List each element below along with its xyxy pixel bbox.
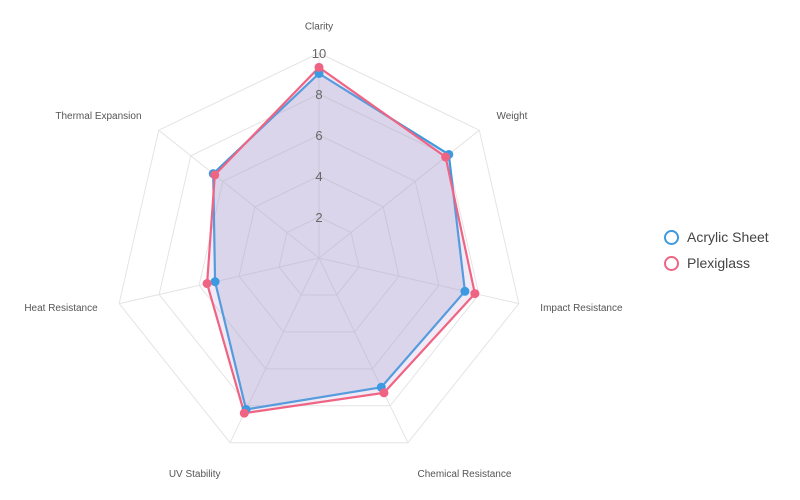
- legend-label: Plexiglass: [687, 255, 751, 271]
- data-point[interactable]: [460, 286, 470, 296]
- data-point[interactable]: [239, 408, 249, 418]
- axis-spoke: [318, 257, 409, 443]
- axis-label: Chemical Resistance: [417, 469, 511, 480]
- legend-item-acrylic-sheet[interactable]: Acrylic Sheet: [664, 224, 769, 250]
- grid-ring: [278, 216, 360, 296]
- axis-label: Thermal Expansion: [55, 111, 141, 122]
- radar-series: [202, 62, 480, 418]
- axis-spoke: [158, 129, 320, 259]
- data-point[interactable]: [379, 388, 389, 398]
- tick-label: 8: [315, 87, 322, 102]
- tick-label: 4: [315, 169, 322, 184]
- data-point[interactable]: [202, 279, 212, 289]
- legend-marker-icon: [664, 255, 679, 271]
- data-point[interactable]: [470, 289, 480, 299]
- data-point[interactable]: [314, 62, 324, 72]
- axis-label: Impact Resistance: [540, 303, 623, 314]
- legend-label: Acrylic Sheet: [687, 229, 769, 245]
- series-area-plexiglass: [205, 66, 476, 415]
- axis-label: Heat Resistance: [24, 303, 98, 314]
- axis-label: UV Stability: [169, 469, 221, 480]
- legend: Acrylic Sheet Plexiglass: [664, 224, 769, 276]
- grid-ring: [238, 175, 400, 333]
- data-point[interactable]: [210, 277, 220, 287]
- grid-ring: [118, 52, 520, 444]
- tick-label: 10: [312, 46, 326, 61]
- tick-labels: 2 4 6 8 10: [312, 46, 326, 225]
- axis-labels: Clarity Weight Impact Resistance Chemical R…: [24, 22, 623, 481]
- grid-ring: [198, 134, 440, 370]
- axis-spoke: [318, 129, 480, 259]
- axis-spoke: [318, 257, 519, 305]
- tick-label: 6: [315, 128, 322, 143]
- data-point[interactable]: [441, 152, 451, 162]
- tick-label: 2: [315, 210, 322, 225]
- legend-item-plexiglass[interactable]: Plexiglass: [664, 250, 769, 276]
- axis-label: Weight: [496, 111, 527, 122]
- data-point[interactable]: [210, 170, 220, 180]
- axis-label: Clarity: [305, 22, 333, 33]
- legend-marker-icon: [664, 229, 679, 245]
